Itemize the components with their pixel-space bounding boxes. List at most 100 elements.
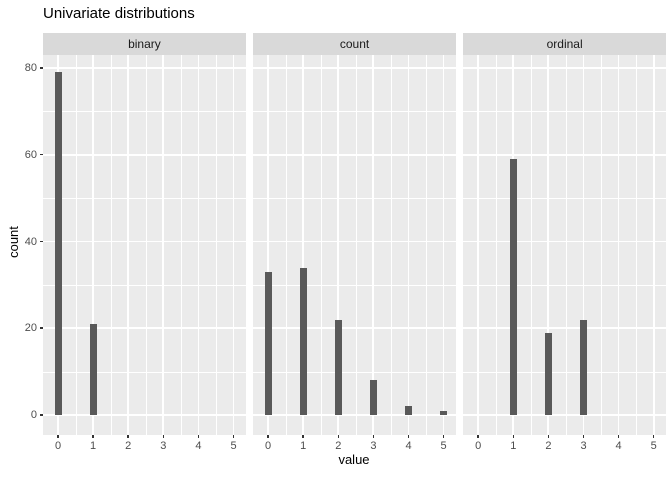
gridline-minor-h <box>43 198 246 200</box>
bar <box>89 323 97 415</box>
facet-strip: ordinal <box>463 33 667 55</box>
x-tick-label: 3 <box>580 440 587 452</box>
facet-strip-label: ordinal <box>546 37 583 51</box>
gridline-major-v <box>232 55 235 435</box>
y-tick-label: 40 <box>24 235 37 248</box>
gridline-major-v <box>92 55 94 435</box>
x-tick-label: 2 <box>545 440 552 452</box>
x-tick-mark <box>302 435 304 438</box>
gridline-minor-v <box>355 55 357 435</box>
x-tick-mark <box>407 435 410 438</box>
gridline-major-h <box>43 240 246 243</box>
gridline-major-h <box>253 153 456 156</box>
y-tick-mark <box>40 414 43 416</box>
gridline-major-v <box>617 55 620 435</box>
gridline-major-h <box>43 153 246 156</box>
y-tick-label: 80 <box>24 62 37 74</box>
x-tick-label: 0 <box>54 440 62 452</box>
gridline-minor-v <box>601 55 603 435</box>
x-tick-mark <box>232 435 235 438</box>
gridline-major-h <box>463 240 667 243</box>
x-tick-mark <box>617 435 620 438</box>
gridline-minor-v <box>145 55 147 435</box>
gridline-minor-h <box>43 284 246 286</box>
bar <box>404 406 412 415</box>
x-tick-label: 4 <box>195 440 202 452</box>
gridline-minor-h <box>43 111 246 113</box>
plot-title: Univariate distributions <box>43 5 195 22</box>
gridline-major-h <box>253 67 456 69</box>
x-tick-mark <box>442 435 445 438</box>
gridline-minor-v <box>180 55 182 435</box>
gridline-major-v <box>372 55 375 435</box>
x-tick-label: 0 <box>475 440 482 452</box>
facet-strip-label: count <box>339 37 370 51</box>
y-tick-label: 60 <box>24 148 37 161</box>
gridline-minor-v <box>285 55 287 435</box>
gridline-major-v <box>267 55 269 435</box>
gridline-major-h <box>253 240 456 243</box>
bar <box>334 319 342 415</box>
bar <box>509 159 517 415</box>
x-tick-label: 2 <box>335 440 342 452</box>
facet-panel <box>253 55 456 435</box>
x-tick-mark <box>267 435 269 438</box>
gridline-minor-h <box>463 111 667 113</box>
y-tick-label: 0 <box>30 409 37 421</box>
x-tick-label: 1 <box>510 440 517 452</box>
x-tick-label: 4 <box>405 440 412 452</box>
gridline-major-v <box>162 55 165 435</box>
gridline-major-v <box>407 55 410 435</box>
x-tick-mark <box>57 435 59 438</box>
gridline-major-h <box>463 327 667 330</box>
facet-panel <box>43 55 246 435</box>
gridline-major-h <box>463 153 667 156</box>
gridline-minor-v <box>530 55 532 435</box>
gridline-major-h <box>253 414 456 416</box>
gridline-minor-h <box>43 371 246 373</box>
gridline-major-h <box>43 67 246 69</box>
y-tick-label: 20 <box>24 322 37 335</box>
gridline-minor-v <box>75 55 77 435</box>
x-tick-mark <box>372 435 375 438</box>
gridline-major-h <box>43 414 246 416</box>
gridline-minor-h <box>463 284 667 286</box>
y-tick-mark <box>40 240 43 242</box>
gridline-minor-v <box>215 55 217 435</box>
x-tick-label: 1 <box>300 440 307 452</box>
x-tick-mark <box>652 435 655 438</box>
facet-panel <box>463 55 667 435</box>
bar <box>440 410 448 415</box>
gridline-major-v <box>127 55 130 435</box>
gridline-major-v <box>302 55 305 435</box>
gridline-major-h <box>43 327 246 330</box>
facet-strip-label: binary <box>128 37 161 51</box>
gridline-minor-v <box>565 55 567 435</box>
y-tick-mark <box>40 327 43 329</box>
gridline-minor-h <box>463 371 667 373</box>
gridline-major-v <box>652 55 655 435</box>
x-tick-mark <box>127 435 129 438</box>
bar <box>579 319 587 415</box>
gridline-minor-v <box>426 55 428 435</box>
gridline-minor-h <box>253 371 456 373</box>
x-tick-label: 2 <box>125 440 132 452</box>
gridline-major-v <box>197 55 200 435</box>
gridline-minor-h <box>253 198 456 200</box>
gridline-major-v <box>547 55 550 435</box>
gridline-major-v <box>337 55 340 435</box>
x-tick-mark <box>92 435 94 438</box>
x-tick-mark <box>162 435 165 438</box>
x-tick-label: 3 <box>160 440 167 452</box>
x-tick-mark <box>512 435 515 438</box>
gridline-major-v <box>442 55 445 435</box>
gridline-minor-h <box>463 198 667 200</box>
x-tick-label: 1 <box>90 440 97 452</box>
gridline-minor-h <box>253 284 456 286</box>
gridline-minor-v <box>110 55 112 435</box>
y-tick-mark <box>40 67 43 69</box>
x-tick-mark <box>197 435 200 438</box>
facet-strip: binary <box>43 33 246 55</box>
gridline-major-v <box>582 55 585 435</box>
gridline-minor-v <box>390 55 392 435</box>
